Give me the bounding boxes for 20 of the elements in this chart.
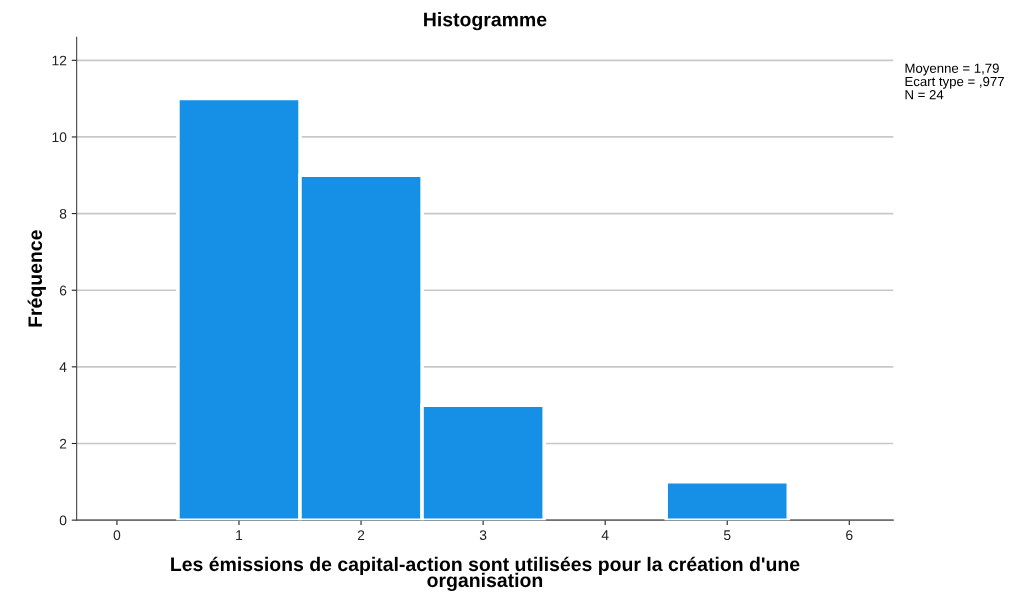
x-tick-label: 5 bbox=[723, 530, 731, 541]
y-tick-label: 6 bbox=[59, 285, 67, 296]
text: N = 24 bbox=[905, 90, 944, 100]
x-tick-label: 0 bbox=[113, 530, 121, 541]
text: Moyenne = 1,79 bbox=[905, 63, 999, 76]
y-tick-label: 10 bbox=[52, 132, 67, 143]
y-tick-label: 0 bbox=[59, 515, 67, 526]
x-axis-title: Les émissions de capital-action sont utilisées pour la création d'une organisation bbox=[171, 556, 800, 592]
x-tick-label: 1 bbox=[236, 530, 243, 540]
text: Ecart type = ,977 bbox=[905, 76, 1004, 89]
y-tick-label: 4 bbox=[59, 362, 67, 372]
x-tick-label: 3 bbox=[479, 530, 487, 541]
x-tick-label: 2 bbox=[357, 530, 365, 540]
y-tick-label: 2 bbox=[59, 438, 67, 449]
y-tick-label: 12 bbox=[52, 55, 67, 66]
y-tick-label: 8 bbox=[59, 208, 67, 219]
chart-title: Histogramme bbox=[424, 12, 547, 31]
y-axis-title: Fréquence bbox=[27, 230, 46, 327]
x-tick-label: 6 bbox=[846, 530, 853, 541]
x-tick-label: 4 bbox=[601, 530, 609, 540]
